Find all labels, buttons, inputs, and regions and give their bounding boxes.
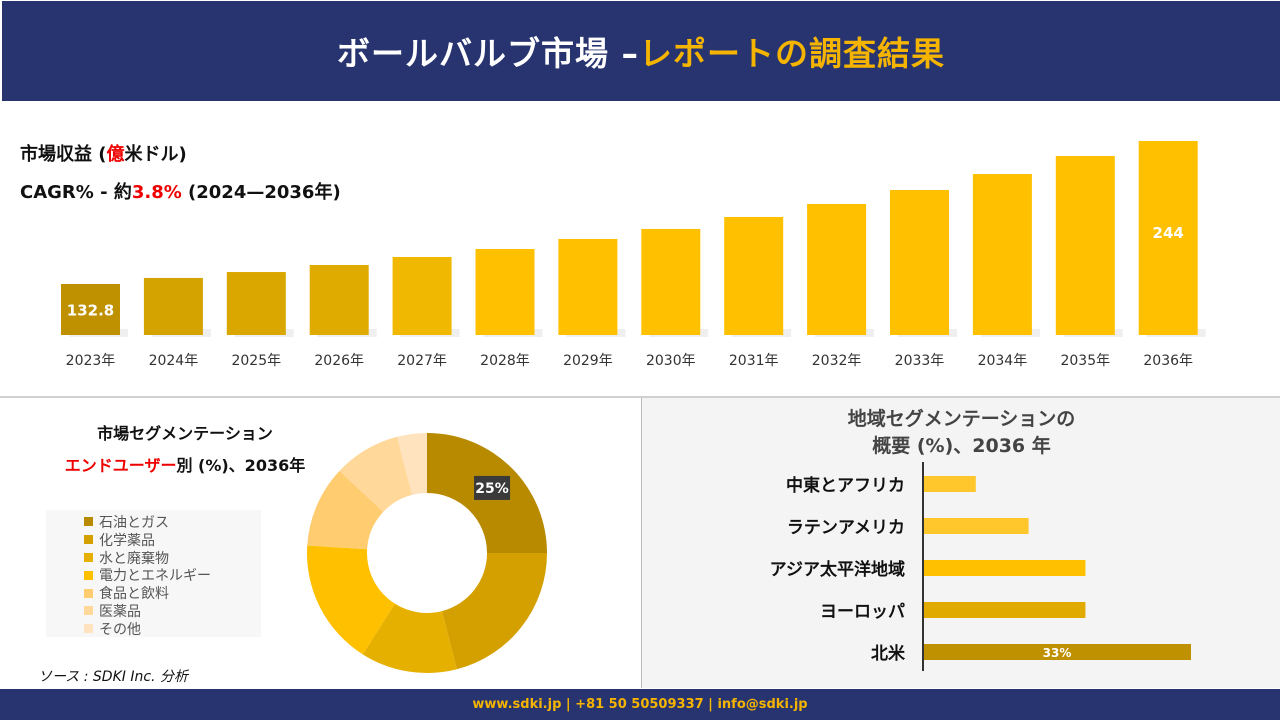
legend-swatch: [84, 517, 93, 527]
legend-swatch: [84, 588, 93, 598]
donut-slice-医薬品: [339, 436, 413, 512]
legend-label: 食品と飲料: [99, 586, 169, 603]
bar-2034年: [972, 174, 1032, 335]
cagr-post: (2024—2036年): [181, 182, 341, 203]
x-tick-label: 2033年: [895, 353, 945, 369]
x-tick-label: 2035年: [1060, 353, 1110, 369]
legend-item: 水と廃棄物: [84, 549, 261, 567]
legend-item: 医薬品: [84, 602, 261, 620]
x-tick-label: 2031年: [729, 353, 779, 369]
legend-item: 石油とガス: [84, 513, 261, 531]
title-main: ボールバルブ市場 –: [337, 34, 639, 73]
donut-slice-電力とエネルギー: [307, 545, 395, 655]
end-user-panel: 市場セグメンテーション エンドユーザー別 (%)、2036年 石油とガス 化学薬品…: [0, 398, 640, 688]
legend-item: 化学薬品: [84, 531, 261, 549]
data-label: 25%: [475, 481, 509, 497]
x-tick-label: 2028年: [480, 353, 530, 369]
divider: [0, 396, 1280, 398]
x-tick-label: 2025年: [231, 353, 281, 369]
end-user-donut-chart: 25%: [307, 433, 547, 673]
source-note: ソース : SDKI Inc. 分析: [38, 669, 188, 685]
x-tick-label: 2029年: [563, 353, 613, 369]
region-label: 北米: [871, 643, 906, 664]
title-highlight: レポートの調査結果: [639, 34, 945, 73]
bar-2024年: [143, 277, 203, 335]
title-banner: ボールバルブ市場 – レポートの調査結果: [2, 1, 1280, 101]
bar-2031年: [724, 216, 784, 335]
end-user-subtitle-red: エンドユーザー: [64, 456, 177, 475]
legend-item: 食品と飲料: [84, 584, 261, 602]
legend-label: 水と廃棄物: [99, 550, 169, 567]
bar-2030年: [641, 228, 701, 335]
region-bar-ヨーロッパ: [923, 602, 1086, 618]
revenue-label-red: 億: [106, 144, 125, 165]
x-tick-label: 2023年: [66, 353, 116, 369]
bar-2033年: [890, 189, 949, 335]
region-bar-アジア太平洋地域: [923, 560, 1086, 576]
legend-swatch: [84, 570, 93, 580]
region-bar-北米: [923, 644, 1191, 660]
legend-swatch: [84, 606, 93, 616]
bar-2027年: [392, 256, 452, 335]
data-label: 132.8: [67, 301, 114, 319]
cagr-label: CAGR% - 約3.8% (2024—2036年): [20, 178, 341, 204]
regional-title-line2: 概要 (%)、2036 年: [872, 435, 1051, 457]
regional-title: 地域セグメンテーションの 概要 (%)、2036 年: [642, 406, 1280, 460]
region-bar-中東とアフリカ: [923, 476, 976, 492]
donut-slice-食品と飲料: [307, 470, 384, 550]
x-tick-label: 2024年: [149, 353, 199, 369]
x-tick-label: 2034年: [978, 353, 1028, 369]
regional-panel: 中東とアフリカ ラテンアメリカアジア太平洋地域ヨーロッパ北米 33% 地域セグメンテ…: [641, 398, 1280, 688]
region-label: 中東とアフリカ: [786, 475, 905, 496]
x-tick-label: 2036年: [1143, 353, 1193, 369]
bar-2025年: [226, 272, 286, 335]
data-label: 33%: [1043, 646, 1072, 660]
bar-2036年: [1138, 140, 1198, 335]
footer-contact: www.sdki.jp | +81 50 50509337 | info@sdk…: [0, 689, 1280, 720]
data-label-bg: [474, 475, 511, 500]
region-label: ヨーロッパ: [820, 602, 905, 622]
legend-item: その他: [84, 620, 261, 638]
revenue-label-post: 米ドル): [124, 144, 187, 165]
legend-item: 電力とエネルギー: [84, 566, 261, 584]
bar-2023年: [61, 283, 120, 335]
revenue-label-pre: 市場収益 (: [20, 144, 107, 165]
end-user-subtitle-rest: 別 (%)、2036年: [176, 456, 306, 475]
legend-label: 石油とガス: [99, 514, 169, 531]
donut-slice-その他: [397, 433, 427, 495]
legend-label: その他: [99, 621, 141, 638]
x-tick-label: 2032年: [812, 353, 862, 369]
legend-label: 医薬品: [99, 603, 141, 620]
bar-2029年: [558, 238, 618, 335]
region-label: ラテンアメリカ: [787, 518, 905, 538]
end-user-title: 市場セグメンテーション: [97, 424, 273, 443]
cagr-pre: CAGR% - 約: [20, 182, 132, 203]
bar-2032年: [807, 204, 867, 335]
donut-legend: 石油とガス 化学薬品 水と廃棄物 電力とエネルギー 食品と飲料 医薬品 その他: [46, 510, 261, 638]
legend-swatch: [84, 552, 93, 562]
end-user-subtitle: エンドユーザー別 (%)、2036年: [40, 452, 330, 476]
bar-2026年: [309, 264, 369, 335]
legend-label: 化学薬品: [99, 532, 155, 549]
legend-swatch: [84, 535, 93, 545]
data-label: 244: [1153, 224, 1184, 242]
legend-swatch: [84, 624, 93, 634]
region-label: アジア太平洋地域: [770, 559, 905, 580]
donut-slice-水と廃棄物: [362, 603, 457, 673]
x-tick-label: 2026年: [314, 353, 364, 369]
bar-2028年: [475, 249, 535, 335]
donut-slice-化学薬品: [441, 553, 547, 670]
revenue-label: 市場収益 (億米ドル): [20, 140, 187, 166]
revenue-bar-chart: 2023年 132.8 2024年 2025年 2026年 2027年 2028年 2029年…: [61, 140, 1206, 369]
cagr-value: 3.8%: [131, 182, 182, 203]
region-bar-ラテンアメリカ: [923, 518, 1029, 534]
legend-label: 電力とエネルギー: [99, 568, 211, 585]
regional-title-line1: 地域セグメンテーションの: [847, 408, 1076, 430]
bar-2035年: [1055, 156, 1115, 335]
x-tick-label: 2030年: [646, 353, 696, 369]
x-tick-label: 2027年: [397, 353, 447, 369]
